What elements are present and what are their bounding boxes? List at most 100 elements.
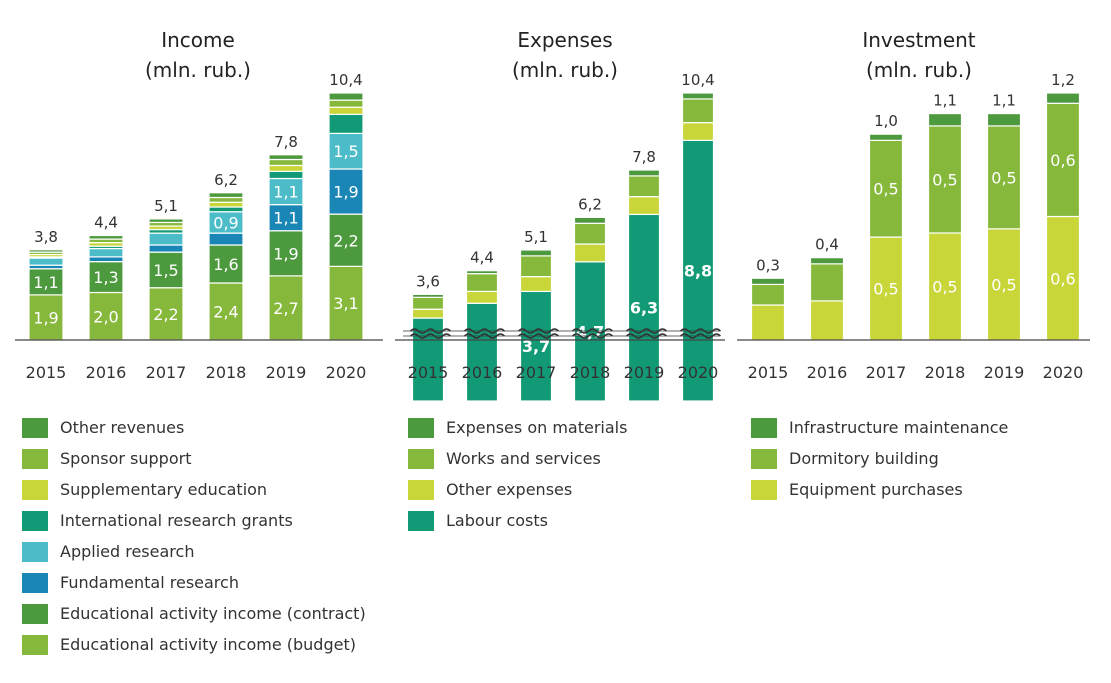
investment-data-label-2020-s1: 0,6 — [1050, 151, 1075, 170]
investment-bar-2018-s2 — [927, 112, 963, 127]
expenses-bar-2018-s0 — [573, 261, 607, 402]
income-bar-2017-s1 — [148, 251, 184, 289]
investment-bar-2018-s0 — [927, 232, 963, 341]
income-bar-2018-s5 — [208, 201, 244, 208]
income-subtitle: (mln. rub.) — [145, 58, 251, 82]
expenses-bar-2020-s3 — [681, 92, 715, 100]
income-total-2015: 3,8 — [34, 228, 58, 246]
expenses-bar-2018-s3 — [573, 216, 607, 224]
income-data-label-2017-s1: 1,5 — [153, 261, 178, 280]
expenses-bar-2020-s0 — [681, 139, 715, 402]
expenses-legend-swatch — [408, 448, 434, 469]
expenses-tick-2017: 2017 — [516, 363, 557, 382]
income-bar-2019-s5 — [268, 164, 304, 172]
income-legend-item: Educational activity income (contract) — [22, 598, 366, 629]
investment-bar-2019-s2 — [986, 112, 1022, 127]
expenses-axis-break-2017-a — [518, 328, 559, 334]
income-bar-2015-s1 — [28, 268, 64, 296]
income-legend-swatch — [22, 603, 48, 624]
income-bar-2018-s0 — [208, 282, 244, 341]
income-legend-swatch — [22, 417, 48, 438]
income-bar-2018-s2 — [208, 232, 244, 246]
income-data-label-2018-s1: 1,6 — [213, 255, 238, 274]
income-data-label-2020-s3: 1,5 — [333, 142, 358, 161]
income-legend-label: Educational activity income (budget) — [60, 635, 356, 654]
income-tick-2018: 2018 — [206, 363, 247, 382]
income-bar-2019-s1 — [268, 230, 304, 277]
income-bar-2018-s7 — [208, 192, 244, 199]
expenses-legend-label: Other expenses — [446, 480, 573, 499]
investment-bar-2016-s0 — [809, 300, 845, 341]
expenses-axis-break-2017-b — [518, 333, 559, 339]
income-total-2016: 4,4 — [94, 214, 118, 232]
income-data-label-2020-s0: 3,1 — [333, 294, 358, 313]
expenses-axis-break-2020-a — [680, 328, 721, 334]
investment-bar-2017-s1 — [868, 139, 904, 238]
expenses-bar-2017-s0 — [519, 290, 553, 402]
investment-bar-2015-s2 — [750, 277, 786, 286]
expenses-legend-item: Labour costs — [408, 505, 627, 536]
expenses-legend-swatch — [408, 510, 434, 531]
expenses-bar-2015-s3 — [411, 293, 445, 298]
expenses-axis-break-2015-b — [410, 333, 451, 339]
investment-data-label-2018-s0: 0,5 — [932, 277, 957, 296]
income-legend-label: Sponsor support — [60, 449, 192, 468]
income-legend-label: International research grants — [60, 511, 293, 530]
investment-data-label-2019-s0: 0,5 — [991, 275, 1016, 294]
expenses-legend-item: Other expenses — [408, 474, 627, 505]
expenses-total-2016: 4,4 — [470, 249, 494, 267]
expenses-data-label-2020-s0: 8,8 — [684, 262, 712, 281]
income-legend: Other revenues Sponsor support Supplementa… — [22, 412, 366, 660]
income-bar-2020-s1 — [328, 213, 364, 267]
expenses-bar-2017-s3 — [519, 249, 553, 257]
expenses-bar-2016-s3 — [465, 270, 499, 275]
income-tick-2015: 2015 — [26, 363, 67, 382]
investment-bar-2015-s1 — [750, 283, 786, 306]
investment-legend-label: Dormitory building — [789, 449, 939, 468]
expenses-bar-2016-s1 — [465, 290, 499, 304]
investment-legend-swatch — [751, 448, 777, 469]
expenses-bar-2016-s2 — [465, 273, 499, 293]
income-bar-2019-s3 — [268, 177, 304, 206]
income-bar-2019-s4 — [268, 170, 304, 180]
expenses-bar-2018-s2 — [573, 222, 607, 245]
income-legend-item: Other revenues — [22, 412, 366, 443]
expenses-tick-2015: 2015 — [408, 363, 449, 382]
income-legend-swatch — [22, 479, 48, 500]
income-bar-2020-s5 — [328, 106, 364, 115]
investment-tick-2017: 2017 — [866, 363, 907, 382]
expenses-legend-label: Labour costs — [446, 511, 548, 530]
income-legend-item: Sponsor support — [22, 443, 366, 474]
investment-data-label-2018-s1: 0,5 — [932, 170, 957, 189]
investment-legend: Infrastructure maintenance Dormitory buil… — [751, 412, 1008, 505]
expenses-total-2018: 6,2 — [578, 195, 602, 213]
income-legend-swatch — [22, 541, 48, 562]
expenses-bar-2017-s2 — [519, 255, 553, 278]
expenses-bar-2017-s1 — [519, 276, 553, 293]
income-tick-2017: 2017 — [146, 363, 187, 382]
income-bar-2017-s3 — [148, 232, 184, 246]
income-bar-2016-s7 — [88, 234, 124, 240]
investment-bar-2020-s2 — [1045, 92, 1081, 104]
investment-subtitle: (mln. rub.) — [866, 58, 972, 82]
investment-bar-2019-s0 — [986, 228, 1022, 341]
expenses-total-2020: 10,4 — [681, 71, 714, 89]
income-bar-2017-s0 — [148, 287, 184, 341]
investment-legend-item: Equipment purchases — [751, 474, 1008, 505]
investment-data-label-2020-s0: 0,6 — [1050, 269, 1075, 288]
income-legend-item: Supplementary education — [22, 474, 366, 505]
income-data-label-2020-s2: 1,9 — [333, 183, 358, 202]
expenses-bar-2019-s2 — [627, 175, 661, 198]
income-legend-item: Educational activity income (budget) — [22, 629, 366, 660]
investment-bar-2018-s1 — [927, 125, 963, 234]
investment-legend-label: Equipment purchases — [789, 480, 963, 499]
expenses-legend-swatch — [408, 417, 434, 438]
income-data-label-2015-s0: 1,9 — [33, 308, 58, 327]
expenses-bar-2015-s2 — [411, 296, 445, 310]
investment-total-2018: 1,1 — [933, 92, 957, 110]
income-bar-2020-s7 — [328, 92, 364, 101]
expenses-bar-2016-s0 — [465, 302, 499, 402]
expenses-data-label-2019-s0: 6,3 — [630, 299, 658, 318]
investment-legend-label: Infrastructure maintenance — [789, 418, 1009, 437]
